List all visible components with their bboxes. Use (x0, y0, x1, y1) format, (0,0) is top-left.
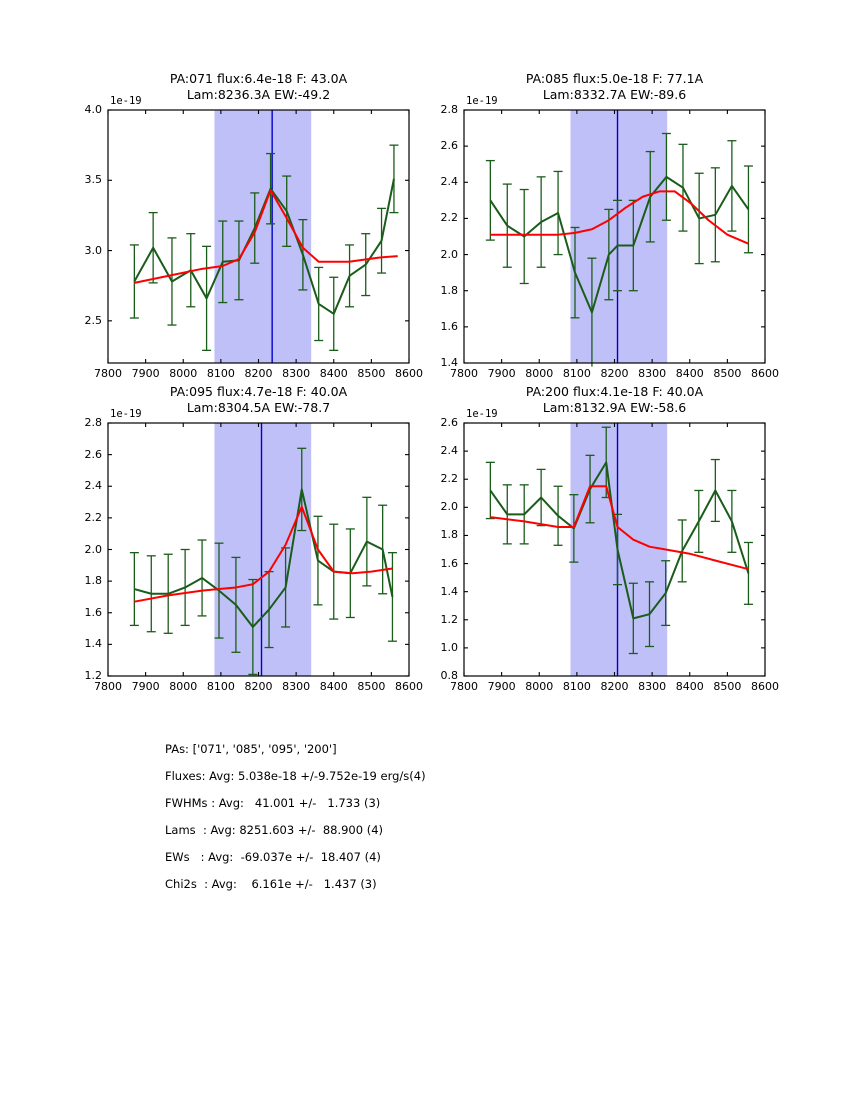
x-tick-label: 8000 (169, 680, 198, 693)
x-tick-label: 7800 (94, 367, 122, 380)
y-tick-label: 1.2 (84, 669, 103, 682)
summary-line-2: FWHMs : Avg: 41.001 +/- 1.733 (3) (165, 796, 381, 810)
y-tick-label: 2.0 (440, 500, 459, 514)
observed-spectrum-line (489, 461, 750, 620)
y-tick-label: 2.2 (84, 510, 103, 524)
x-tick-label: 8600 (395, 680, 423, 693)
x-tick-label: 8400 (319, 680, 348, 693)
x-tick-label: 8500 (713, 680, 742, 693)
panel-title-line1: PA:095 flux:4.7e-18 F: 40.0A (169, 384, 348, 399)
x-tick-label: 8300 (638, 680, 667, 693)
panel-title-200: PA:200 flux:4.1e-18 F: 40.0A Lam:8132.9A … (404, 384, 825, 415)
panel-title-071: PA:071 flux:6.4e-18 F: 43.0A Lam:8236.3A … (48, 71, 469, 102)
y-tick-label: 2.2 (440, 211, 459, 225)
y-axis-offset-label: 1e-19 (466, 95, 498, 107)
x-tick-label: 7900 (131, 367, 160, 380)
y-tick-label: 0.8 (440, 669, 459, 682)
panel-title-095: PA:095 flux:4.7e-18 F: 40.0A Lam:8304.5A … (48, 384, 469, 415)
y-tick-label: 2.8 (84, 416, 103, 429)
y-tick-label: 2.0 (440, 247, 459, 261)
x-tick-label: 8300 (282, 367, 311, 380)
y-tick-label: 1.0 (440, 640, 459, 654)
wavelength-band-highlight (570, 423, 668, 676)
y-axis-offset-label: 1e-19 (110, 95, 142, 107)
x-tick-label: 7800 (94, 680, 122, 693)
x-tick-label: 8300 (282, 680, 311, 693)
x-tick-label: 8600 (751, 680, 779, 693)
summary-line-3: Lams : Avg: 8251.603 +/- 88.900 (4) (165, 823, 384, 837)
y-tick-label: 2.6 (84, 447, 103, 461)
x-tick-label: 8600 (751, 367, 779, 380)
y-tick-label: 4.0 (84, 103, 103, 116)
x-tick-label: 8100 (206, 367, 235, 380)
x-tick-label: 8600 (395, 367, 423, 380)
x-tick-label: 8500 (357, 680, 386, 693)
y-tick-label: 2.0 (84, 542, 103, 556)
x-tick-label: 7900 (487, 367, 516, 380)
panel-title-line1: PA:085 flux:5.0e-18 F: 77.1A (525, 71, 704, 86)
x-tick-label: 8200 (244, 367, 273, 380)
summary-line-0: PAs: ['071', '085', '095', '200'] (165, 742, 337, 756)
y-tick-label: 2.6 (440, 139, 459, 153)
y-tick-label: 1.2 (440, 612, 459, 626)
x-tick-label: 8300 (638, 367, 667, 380)
y-tick-label: 1.8 (440, 283, 459, 297)
y-tick-label: 2.8 (440, 103, 459, 116)
x-tick-label: 8400 (675, 680, 704, 693)
x-tick-label: 8400 (675, 367, 704, 380)
axes-frame (463, 422, 766, 677)
x-tick-label: 8000 (169, 367, 198, 380)
y-axis-offset-label: 1e-19 (466, 408, 498, 420)
panel-title-line2: Lam:8132.9A EW:-58.6 (542, 399, 687, 415)
y-axis-offset-label: 1e-19 (110, 408, 142, 420)
model-fit-line (490, 485, 749, 571)
panel-title-line2: Lam:8304.5A EW:-78.7 (186, 399, 331, 415)
panel-title-line2: Lam:8236.3A EW:-49.2 (186, 86, 331, 102)
error-bars (485, 426, 753, 655)
y-tick-label: 1.6 (84, 605, 103, 619)
y-tick-label: 1.8 (84, 574, 103, 588)
x-tick-label: 8500 (713, 367, 742, 380)
x-tick-label: 8200 (600, 367, 629, 380)
y-tick-label: 2.4 (440, 175, 459, 189)
y-tick-label: 2.2 (440, 472, 459, 486)
y-tick-label: 2.4 (440, 444, 459, 458)
y-tick-label: 1.4 (440, 584, 459, 598)
x-tick-label: 7800 (450, 680, 478, 693)
y-tick-label: 2.4 (84, 479, 103, 493)
panel-title-line1: PA:071 flux:6.4e-18 F: 43.0A (169, 71, 348, 86)
x-tick-label: 7900 (487, 680, 516, 693)
x-tick-label: 7900 (131, 680, 160, 693)
y-tick-label: 2.5 (84, 313, 103, 327)
x-tick-label: 8000 (525, 680, 554, 693)
y-tick-label: 1.4 (84, 637, 103, 651)
panel-title-line2: Lam:8332.7A EW:-89.6 (542, 86, 687, 102)
summary-line-1: Fluxes: Avg: 5.038e-18 +/-9.752e-19 erg/… (165, 769, 426, 783)
y-tick-label: 3.5 (84, 173, 103, 187)
y-tick-label: 3.0 (84, 243, 103, 257)
y-tick-label: 1.4 (440, 356, 459, 369)
x-tick-label: 8100 (206, 680, 235, 693)
summary-line-4: EWs : Avg: -69.037e +/- 18.407 (4) (165, 850, 381, 864)
panel-title-line1: PA:200 flux:4.1e-18 F: 40.0A (525, 384, 704, 399)
y-tick-label: 1.6 (440, 556, 459, 570)
summary-line-5: Chi2s : Avg: 6.161e +/- 1.437 (3) (165, 877, 377, 891)
x-tick-label: 8000 (525, 367, 554, 380)
y-tick-label: 2.6 (440, 416, 459, 429)
x-tick-label: 8400 (319, 367, 348, 380)
y-tick-label: 1.6 (440, 319, 459, 333)
x-tick-label: 8100 (562, 367, 591, 380)
y-tick-label: 1.8 (440, 528, 459, 542)
x-tick-label: 8100 (562, 680, 591, 693)
x-tick-label: 8200 (600, 680, 629, 693)
panel-title-085: PA:085 flux:5.0e-18 F: 77.1A Lam:8332.7A … (404, 71, 825, 102)
x-tick-label: 8200 (244, 680, 273, 693)
x-tick-label: 7800 (450, 367, 478, 380)
x-tick-label: 8500 (357, 367, 386, 380)
